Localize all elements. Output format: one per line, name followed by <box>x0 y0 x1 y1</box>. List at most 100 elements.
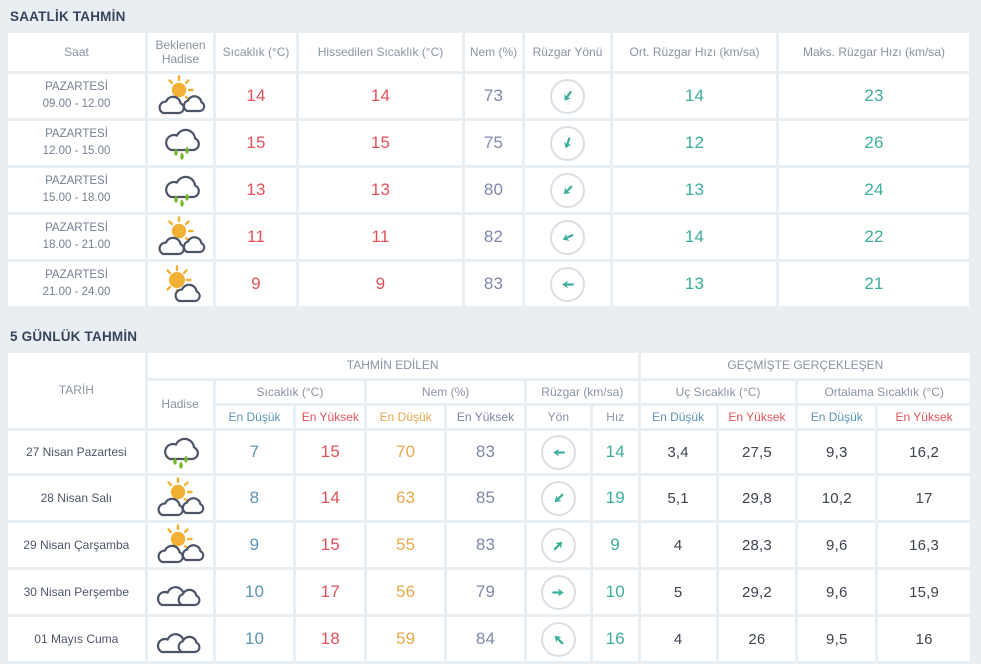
average-max-value: 16,2 <box>878 431 970 473</box>
rainy-icon <box>147 431 213 473</box>
time-range-label: 12.00 - 15.00 <box>42 145 111 157</box>
date-label: 30 Nisan Perşembe <box>8 570 145 614</box>
feels-like-value: 11 <box>299 215 462 259</box>
rainy-icon <box>148 121 213 165</box>
daily-table-row: 30 Nisan Perşembe 10 17 56 79 10 5 29,2 … <box>8 570 970 614</box>
feels-like-value: 9 <box>299 262 462 306</box>
max-wind-speed-value: 21 <box>779 262 969 306</box>
time-slot-cell: PAZARTESİ 09.00 - 12.00 <box>8 74 145 118</box>
average-min-value: 9,5 <box>798 617 876 661</box>
extreme-max-value: 27,5 <box>718 431 796 473</box>
wind-direction-arrow-icon <box>550 125 585 161</box>
extreme-min-value: 5 <box>640 570 716 614</box>
partly-cloudy-icon <box>148 74 213 118</box>
hourly-table-row: PAZARTESİ 09.00 - 12.00 14 14 73 14 23 <box>8 74 969 118</box>
feels-like-value: 14 <box>299 74 462 118</box>
column-header-extreme-max: En Yüksek <box>718 406 796 428</box>
extreme-max-value: 29,8 <box>718 476 796 520</box>
partly-cloudy-icon <box>148 215 213 259</box>
date-label: 28 Nisan Salı <box>8 476 145 520</box>
humidity-value: 80 <box>465 168 522 212</box>
extreme-min-value: 5,1 <box>640 476 716 520</box>
average-min-value: 10,2 <box>798 476 876 520</box>
max-wind-speed-value: 23 <box>779 74 969 118</box>
humidity-min-value: 63 <box>367 476 445 520</box>
daily-group-header-row: TARİH TAHMİN EDİLEN GEÇMİŞTE GERÇEKLEŞEN <box>8 353 970 428</box>
wind-direction-cell <box>526 431 590 473</box>
wind-direction-cell <box>525 74 610 118</box>
temp-max-value: 15 <box>296 523 365 567</box>
average-min-value: 9,3 <box>798 431 876 473</box>
max-wind-speed-value: 24 <box>779 168 969 212</box>
column-header-max-wind-speed: Maks. Rüzgar Hızı (km/sa) <box>779 33 969 71</box>
column-header-temperature: Sıcaklık (°C) <box>216 33 296 71</box>
column-header-date: TARİH <box>8 353 145 428</box>
subgroup-header-wind: Rüzgar (km/sa) <box>526 381 638 403</box>
temp-max-value: 15 <box>296 431 365 473</box>
extreme-max-value: 26 <box>718 617 796 661</box>
daily-mid-header-row: Hadise Sıcaklık (°C) Nem (%) Rüzgar (km/… <box>8 381 970 428</box>
temp-max-value: 14 <box>296 476 365 520</box>
column-header-average-min: En Düşük <box>798 406 876 428</box>
wind-speed-value: 16 <box>592 617 638 661</box>
date-label: 01 Mayıs Cuma <box>8 617 145 661</box>
column-header-expected-event: Beklenen Hadise <box>148 33 213 71</box>
temperature-value: 9 <box>216 262 296 306</box>
avg-wind-speed-value: 13 <box>613 262 776 306</box>
partly-cloudy-few-icon <box>148 262 213 306</box>
time-slot-cell: PAZARTESİ 12.00 - 15.00 <box>8 121 145 165</box>
temperature-value: 14 <box>216 74 296 118</box>
average-max-value: 16,3 <box>878 523 970 567</box>
wind-direction-cell <box>526 570 590 614</box>
temperature-value: 13 <box>216 168 296 212</box>
avg-wind-speed-value: 14 <box>613 215 776 259</box>
time-slot-cell: PAZARTESİ 21.00 - 24.00 <box>8 262 145 306</box>
extreme-max-value: 29,2 <box>718 570 796 614</box>
humidity-max-value: 83 <box>447 523 524 567</box>
column-header-temp-max: En Yüksek <box>296 406 365 428</box>
temp-min-value: 8 <box>215 476 294 520</box>
cloudy-icon <box>147 570 213 614</box>
average-max-value: 17 <box>878 476 970 520</box>
temp-min-value: 7 <box>215 431 294 473</box>
date-label: 29 Nisan Çarşamba <box>8 523 145 567</box>
column-header-wind-speed: Hız <box>592 406 638 428</box>
humidity-max-value: 85 <box>447 476 524 520</box>
hourly-forecast-table: Saat Beklenen Hadise Sıcaklık (°C) Hisse… <box>5 30 972 309</box>
humidity-value: 83 <box>465 262 522 306</box>
max-wind-speed-value: 22 <box>779 215 969 259</box>
humidity-value: 75 <box>465 121 522 165</box>
time-range-label: 21.00 - 24.00 <box>42 286 111 298</box>
subgroup-header-average-temp: Ortalama Sıcaklık (°C) <box>798 381 970 403</box>
column-header-time: Saat <box>8 33 145 71</box>
column-header-temp-min: En Düşük <box>215 406 294 428</box>
day-label: PAZARTESİ <box>45 174 108 187</box>
wind-direction-arrow-icon <box>540 434 576 470</box>
partly-cloudy-icon <box>147 476 213 520</box>
average-max-value: 15,9 <box>878 570 970 614</box>
humidity-max-value: 84 <box>447 617 524 661</box>
subgroup-header-humidity: Nem (%) <box>367 381 524 403</box>
column-header-event: Hadise <box>147 381 213 428</box>
daily-forecast-table: TARİH TAHMİN EDİLEN GEÇMİŞTE GERÇEKLEŞEN… <box>5 350 973 664</box>
daily-table-row: 29 Nisan Çarşamba 9 15 55 83 9 4 28,3 9,… <box>8 523 970 567</box>
hourly-table-row: PAZARTESİ 21.00 - 24.00 9 9 83 13 21 <box>8 262 969 306</box>
wind-direction-cell <box>525 121 610 165</box>
cloudy-icon <box>147 617 213 661</box>
temp-max-value: 17 <box>296 570 365 614</box>
wind-speed-value: 14 <box>592 431 638 473</box>
subgroup-header-extreme-temp: Uç Sıcaklık (°C) <box>640 381 796 403</box>
feels-like-value: 15 <box>299 121 462 165</box>
daily-table-row: 28 Nisan Salı 8 14 63 85 19 5,1 29,8 10,… <box>8 476 970 520</box>
time-slot-cell: PAZARTESİ 15.00 - 18.00 <box>8 168 145 212</box>
wind-direction-arrow-icon <box>550 78 585 114</box>
humidity-min-value: 55 <box>367 523 445 567</box>
column-header-wind-dir: Yön <box>526 406 590 428</box>
hourly-table-row: PAZARTESİ 12.00 - 15.00 15 15 75 12 26 <box>8 121 969 165</box>
time-range-label: 18.00 - 21.00 <box>42 239 111 251</box>
group-header-forecast: TAHMİN EDİLEN <box>147 353 638 378</box>
wind-direction-arrow-icon <box>550 219 585 255</box>
extreme-min-value: 3,4 <box>640 431 716 473</box>
date-label: 27 Nisan Pazartesi <box>8 431 145 473</box>
